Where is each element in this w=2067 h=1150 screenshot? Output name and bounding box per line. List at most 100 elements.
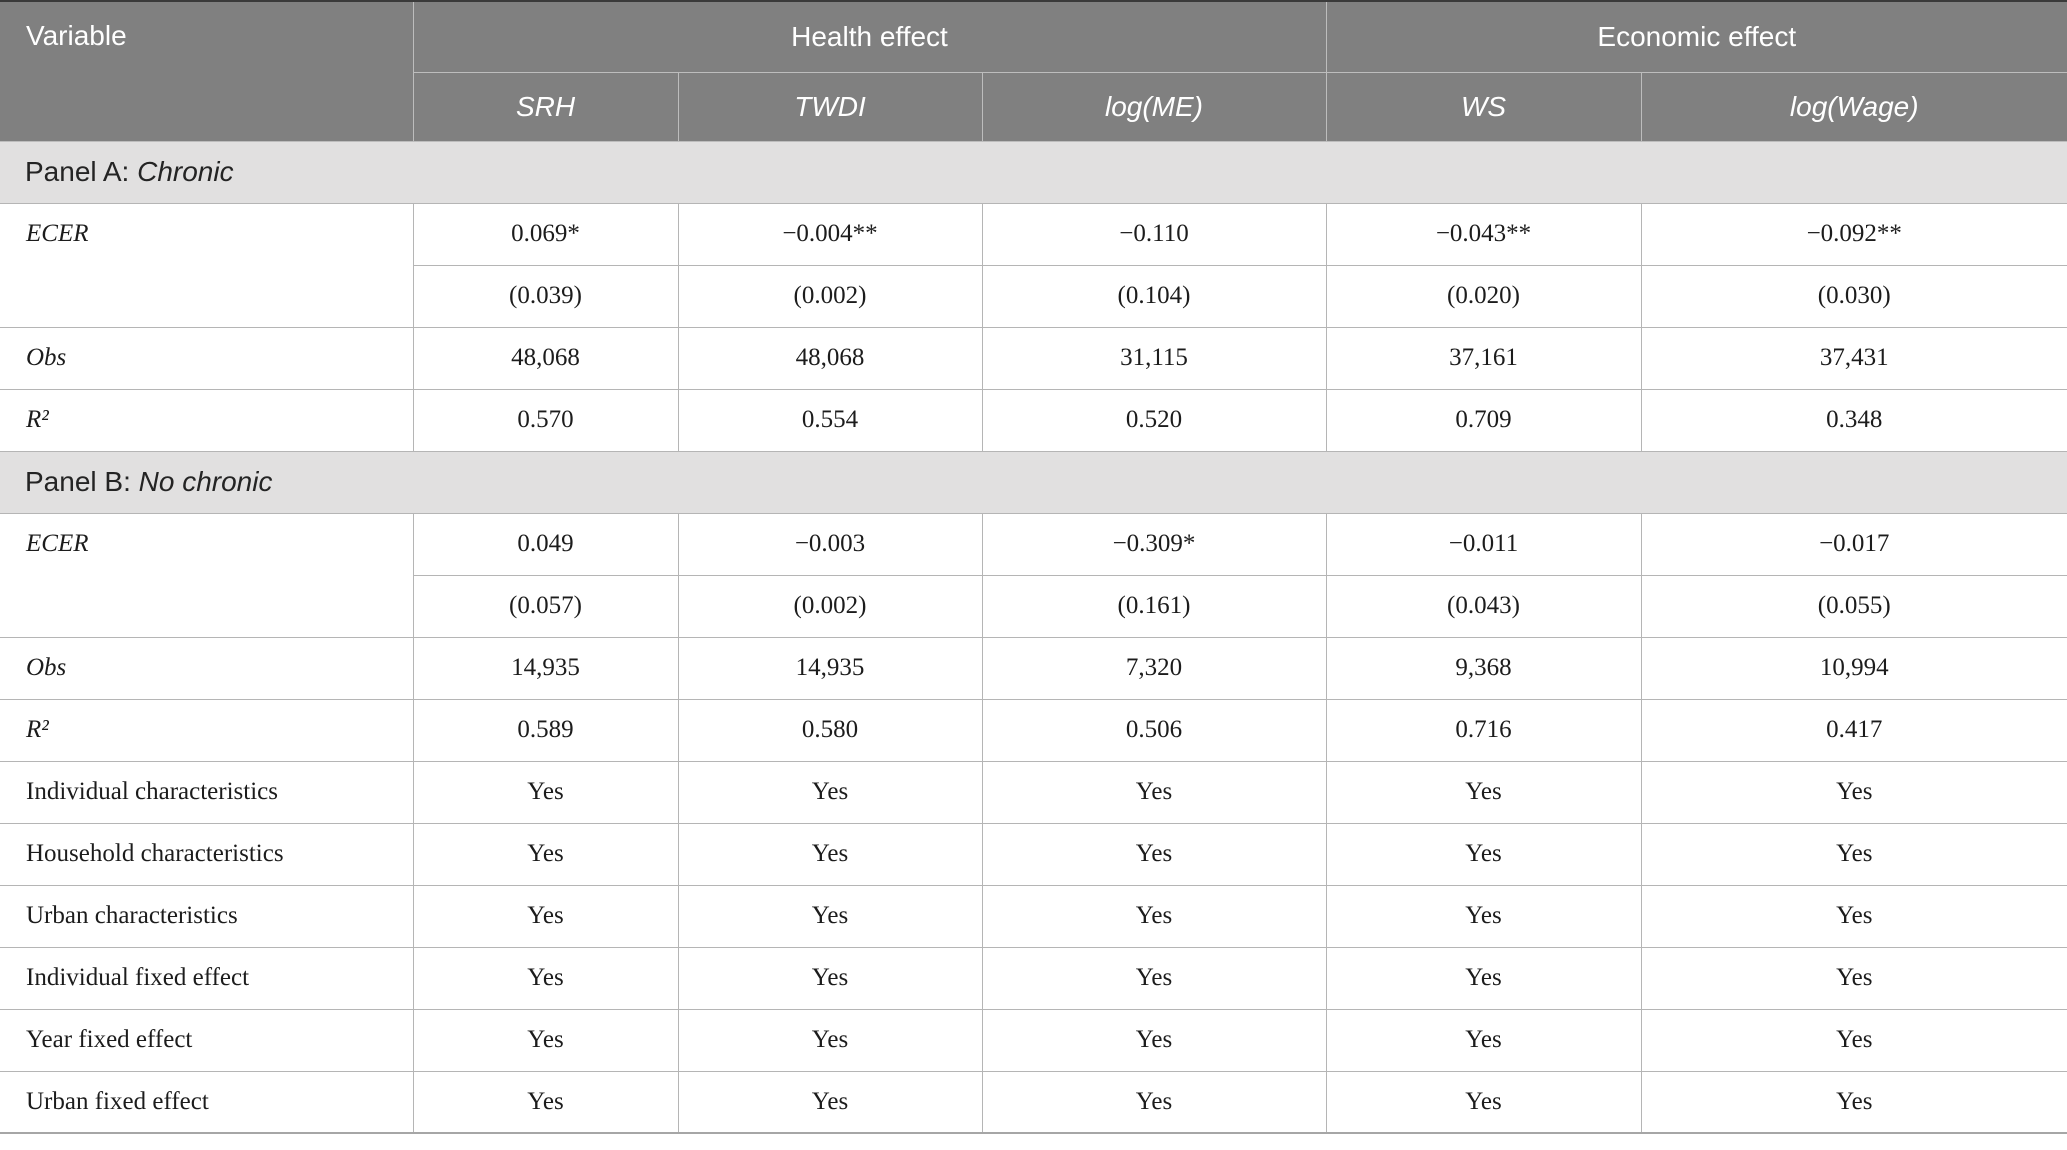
panel-b-r2-twdi: 0.580 xyxy=(677,698,983,762)
panel-b-r2-ws: 0.716 xyxy=(1325,698,1642,762)
panel-a-r2-log-me: 0.520 xyxy=(981,388,1327,452)
variable-column-header: Variable xyxy=(0,1,414,142)
control-value: Yes xyxy=(677,946,983,1010)
health-effect-group-header: Health effect xyxy=(412,1,1327,73)
control-value: Yes xyxy=(1325,946,1642,1010)
panel-a-title: Panel A: Chronic xyxy=(0,140,2067,204)
control-label: Household characteristics xyxy=(0,822,414,886)
panel-a-se-row: (0.039) (0.002) (0.104) (0.020) (0.030) xyxy=(0,264,2067,328)
control-label: Individual fixed effect xyxy=(0,946,414,1010)
control-value: Yes xyxy=(1640,822,2067,886)
control-value: Yes xyxy=(1325,1008,1642,1072)
col-header-log-wage: log(Wage) xyxy=(1640,72,2067,142)
control-label: Individual characteristics xyxy=(0,760,414,824)
panel-a-r2-log-wage: 0.348 xyxy=(1640,388,2067,452)
panel-b-coef-log-me: −0.309* xyxy=(981,512,1327,576)
panel-b-obs-log-me: 7,320 xyxy=(981,636,1327,700)
control-value: Yes xyxy=(981,1008,1327,1072)
control-row-urban-characteristics: Urban characteristics Yes Yes Yes Yes Ye… xyxy=(0,884,2067,948)
control-value: Yes xyxy=(1640,760,2067,824)
panel-a-obs-srh: 48,068 xyxy=(412,326,679,390)
control-value: Yes xyxy=(1325,1070,1642,1134)
control-value: Yes xyxy=(981,822,1327,886)
panel-a-obs-twdi: 48,068 xyxy=(677,326,983,390)
control-value: Yes xyxy=(981,884,1327,948)
panel-a-se-twdi: (0.002) xyxy=(677,264,983,328)
panel-b-se-srh: (0.057) xyxy=(413,574,679,638)
control-value: Yes xyxy=(981,760,1327,824)
panel-a-ecer-label: ECER xyxy=(0,202,414,328)
control-value: Yes xyxy=(677,1070,983,1134)
panel-b-ecer-label: ECER xyxy=(0,512,414,638)
panel-a-coef-log-wage: −0.092** xyxy=(1640,202,2067,266)
panel-a-se-log-wage: (0.030) xyxy=(1640,264,2067,328)
panel-a-title-prefix: Panel A: xyxy=(25,156,138,187)
panel-a-coef-ws: −0.043** xyxy=(1325,202,1642,266)
control-value: Yes xyxy=(1325,884,1642,948)
control-value: Yes xyxy=(412,946,679,1010)
panel-b-se-twdi: (0.002) xyxy=(677,574,983,638)
panel-a-r2-srh: 0.570 xyxy=(412,388,679,452)
panel-b-title-prefix: Panel B: xyxy=(25,466,139,497)
panel-b-obs-srh: 14,935 xyxy=(412,636,679,700)
panel-a-obs-ws: 37,161 xyxy=(1325,326,1642,390)
table-header: Variable Health effect Economic effect S… xyxy=(0,1,2067,142)
panel-b-obs-label: Obs xyxy=(0,636,414,700)
control-value: Yes xyxy=(412,884,679,948)
panel-b-r2-log-wage: 0.417 xyxy=(1640,698,2067,762)
panel-b-se-log-wage: (0.055) xyxy=(1640,574,2067,638)
control-value: Yes xyxy=(1325,822,1642,886)
panel-a-r2-row: R² 0.570 0.554 0.520 0.709 0.348 xyxy=(0,388,2067,452)
header-columns-row: SRH TWDI log(ME) WS log(Wage) xyxy=(0,72,2067,142)
panel-b-coef-twdi: −0.003 xyxy=(677,512,983,576)
control-value: Yes xyxy=(981,946,1327,1010)
panel-a-se-srh: (0.039) xyxy=(413,264,679,328)
control-row-individual-characteristics: Individual characteristics Yes Yes Yes Y… xyxy=(0,760,2067,824)
panel-a-coef-twdi: −0.004** xyxy=(677,202,983,266)
control-value: Yes xyxy=(412,1008,679,1072)
panel-a-obs-log-wage: 37,431 xyxy=(1640,326,2067,390)
panel-b-se-ws: (0.043) xyxy=(1325,574,1642,638)
panel-a-coef-srh: 0.069* xyxy=(412,202,679,266)
panel-b-coef-row: ECER 0.049 −0.003 −0.309* −0.011 −0.017 xyxy=(0,512,2067,638)
control-value: Yes xyxy=(677,822,983,886)
panel-a-r2-ws: 0.709 xyxy=(1325,388,1642,452)
panel-b-coef-ws: −0.011 xyxy=(1325,512,1642,576)
control-value: Yes xyxy=(981,1070,1327,1134)
panel-b-coef-srh: 0.049 xyxy=(412,512,679,576)
panel-b-band: Panel B: No chronic xyxy=(0,450,2067,514)
panel-b-obs-log-wage: 10,994 xyxy=(1640,636,2067,700)
control-value: Yes xyxy=(1640,946,2067,1010)
control-value: Yes xyxy=(677,760,983,824)
panel-b-title-name: No chronic xyxy=(138,466,273,497)
panel-a-r2-label: R² xyxy=(0,388,414,452)
panel-a-obs-row: Obs 48,068 48,068 31,115 37,161 37,431 xyxy=(0,326,2067,390)
col-header-twdi: TWDI xyxy=(677,72,983,142)
control-value: Yes xyxy=(412,760,679,824)
panel-a-obs-log-me: 31,115 xyxy=(981,326,1327,390)
header-group-row: Variable Health effect Economic effect xyxy=(0,1,2067,142)
economic-effect-group-header: Economic effect xyxy=(1325,1,2067,73)
control-label: Urban fixed effect xyxy=(0,1070,414,1134)
panel-b-title: Panel B: No chronic xyxy=(0,450,2067,514)
control-value: Yes xyxy=(677,1008,983,1072)
control-row-individual-fixed-effect: Individual fixed effect Yes Yes Yes Yes … xyxy=(0,946,2067,1010)
control-value: Yes xyxy=(1325,760,1642,824)
control-value: Yes xyxy=(1640,884,2067,948)
panel-b-r2-label: R² xyxy=(0,698,414,762)
panel-b-obs-twdi: 14,935 xyxy=(677,636,983,700)
control-value: Yes xyxy=(1640,1070,2067,1134)
panel-b-obs-ws: 9,368 xyxy=(1325,636,1642,700)
panel-a-se-ws: (0.020) xyxy=(1325,264,1642,328)
table-body: Panel A: Chronic ECER 0.069* −0.004** −0… xyxy=(0,140,2067,1134)
control-value: Yes xyxy=(412,1070,679,1134)
control-value: Yes xyxy=(412,822,679,886)
control-row-household-characteristics: Household characteristics Yes Yes Yes Ye… xyxy=(0,822,2067,886)
panel-b-r2-srh: 0.589 xyxy=(412,698,679,762)
control-label: Year fixed effect xyxy=(0,1008,414,1072)
col-header-srh: SRH xyxy=(413,72,679,142)
control-value: Yes xyxy=(1640,1008,2067,1072)
control-row-urban-fixed-effect: Urban fixed effect Yes Yes Yes Yes Yes xyxy=(0,1070,2067,1134)
